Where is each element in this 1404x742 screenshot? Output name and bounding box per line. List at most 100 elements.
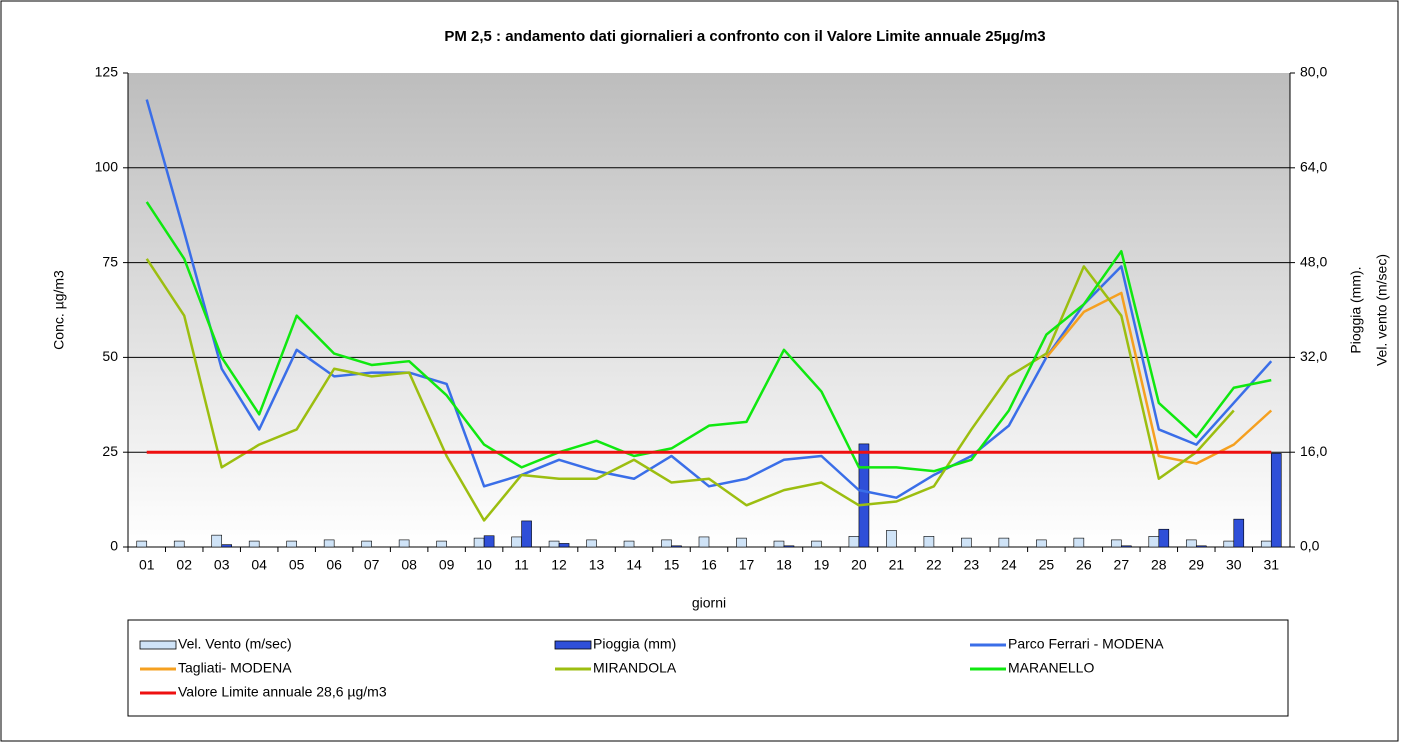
bar bbox=[886, 530, 897, 548]
bar bbox=[323, 539, 335, 548]
y2-axis-title: Vel. vento (m/sec) bbox=[1374, 254, 1390, 366]
x-tick-label: 14 bbox=[626, 557, 642, 573]
legend-label: MIRANDOLA bbox=[593, 660, 677, 676]
x-tick-label: 16 bbox=[701, 557, 717, 573]
bar bbox=[548, 540, 560, 548]
x-tick-label: 24 bbox=[1001, 557, 1017, 573]
bar bbox=[221, 544, 233, 548]
legend-swatch bbox=[554, 640, 592, 650]
y2-tick-label: 64,0 bbox=[1300, 159, 1327, 175]
chart-title: PM 2,5 : andamento dati giornalieri a co… bbox=[444, 28, 1045, 45]
x-tick-label: 05 bbox=[289, 557, 305, 573]
x-tick-label: 04 bbox=[251, 557, 267, 573]
x-tick-label: 12 bbox=[551, 557, 567, 573]
bar bbox=[1195, 545, 1207, 548]
y2-tick-label: 80,0 bbox=[1300, 64, 1327, 80]
legend-label: Pioggia (mm) bbox=[593, 636, 676, 652]
x-tick-label: 18 bbox=[776, 557, 792, 573]
bar bbox=[1148, 536, 1160, 548]
legend-label: Parco Ferrari - MODENA bbox=[1008, 636, 1164, 652]
legend-swatch bbox=[139, 640, 177, 650]
x-tick-label: 02 bbox=[176, 557, 192, 573]
y-tick-label: 100 bbox=[95, 159, 119, 175]
bar bbox=[1233, 518, 1245, 548]
bar bbox=[661, 539, 672, 548]
x-tick-label: 08 bbox=[401, 557, 417, 573]
x-tick-label: 17 bbox=[739, 557, 755, 573]
bar bbox=[436, 540, 447, 548]
bar bbox=[1158, 528, 1170, 548]
bar bbox=[211, 534, 223, 548]
bar bbox=[736, 537, 747, 548]
x-tick-label: 20 bbox=[851, 557, 867, 573]
bar bbox=[923, 536, 935, 548]
legend bbox=[127, 619, 1289, 717]
bar bbox=[248, 540, 260, 548]
bar bbox=[286, 540, 297, 548]
x-axis-title: giorni bbox=[692, 595, 726, 611]
line bbox=[1045, 291, 1273, 465]
bar bbox=[1121, 545, 1132, 548]
bar bbox=[586, 539, 597, 548]
x-tick-label: 01 bbox=[139, 557, 155, 573]
bar bbox=[483, 535, 495, 548]
bar bbox=[398, 539, 410, 548]
x-tick-label: 30 bbox=[1226, 557, 1242, 573]
y-tick-label: 75 bbox=[102, 253, 118, 269]
bar bbox=[858, 443, 870, 548]
legend-label: Vel. Vento (m/sec) bbox=[178, 636, 292, 652]
bar bbox=[558, 543, 570, 548]
bar bbox=[511, 536, 522, 548]
legend-label: MARANELLO bbox=[1008, 660, 1094, 676]
plot-area bbox=[128, 73, 1290, 547]
bar bbox=[1270, 453, 1282, 548]
x-tick-label: 22 bbox=[926, 557, 942, 573]
x-tick-label: 19 bbox=[814, 557, 830, 573]
line bbox=[145, 258, 1235, 522]
x-tick-label: 15 bbox=[664, 557, 680, 573]
bar bbox=[698, 536, 710, 548]
x-tick-label: 29 bbox=[1189, 557, 1205, 573]
x-tick-label: 26 bbox=[1076, 557, 1092, 573]
x-tick-label: 13 bbox=[589, 557, 605, 573]
y-tick-label: 25 bbox=[102, 443, 118, 459]
y-tick-label: 0 bbox=[110, 538, 118, 554]
x-tick-label: 21 bbox=[889, 557, 905, 573]
y2-tick-label: 32,0 bbox=[1300, 348, 1327, 364]
bar bbox=[961, 537, 972, 548]
bar bbox=[1185, 539, 1197, 548]
x-tick-label: 07 bbox=[364, 557, 380, 573]
x-tick-label: 03 bbox=[214, 557, 230, 573]
x-tick-label: 31 bbox=[1263, 557, 1279, 573]
x-tick-label: 27 bbox=[1114, 557, 1130, 573]
bar bbox=[361, 540, 372, 548]
bar bbox=[173, 540, 185, 548]
legend-label: Valore Limite annuale 28,6 µg/m3 bbox=[178, 684, 387, 700]
bar bbox=[1260, 540, 1272, 548]
y2-tick-label: 16,0 bbox=[1300, 443, 1327, 459]
x-tick-label: 10 bbox=[476, 557, 492, 573]
x-tick-label: 23 bbox=[964, 557, 980, 573]
bar bbox=[623, 540, 635, 548]
y-tick-label: 50 bbox=[102, 348, 118, 364]
y-axis-title: Conc. µg/m3 bbox=[51, 270, 67, 350]
x-tick-label: 28 bbox=[1151, 557, 1167, 573]
bar bbox=[773, 540, 785, 548]
x-tick-label: 09 bbox=[439, 557, 455, 573]
bar bbox=[671, 545, 682, 548]
bar bbox=[1111, 539, 1122, 548]
bar bbox=[521, 520, 532, 548]
y2-tick-label: 48,0 bbox=[1300, 253, 1327, 269]
bar bbox=[848, 536, 860, 548]
bar bbox=[998, 537, 1010, 548]
bar bbox=[1073, 537, 1085, 548]
x-tick-label: 25 bbox=[1039, 557, 1055, 573]
y-tick-label: 125 bbox=[95, 64, 119, 80]
y2-tick-label: 0,0 bbox=[1300, 538, 1320, 554]
bar bbox=[783, 545, 795, 548]
x-tick-label: 11 bbox=[514, 557, 529, 573]
bar bbox=[136, 540, 148, 548]
bar bbox=[1036, 539, 1047, 548]
bar bbox=[473, 537, 485, 548]
